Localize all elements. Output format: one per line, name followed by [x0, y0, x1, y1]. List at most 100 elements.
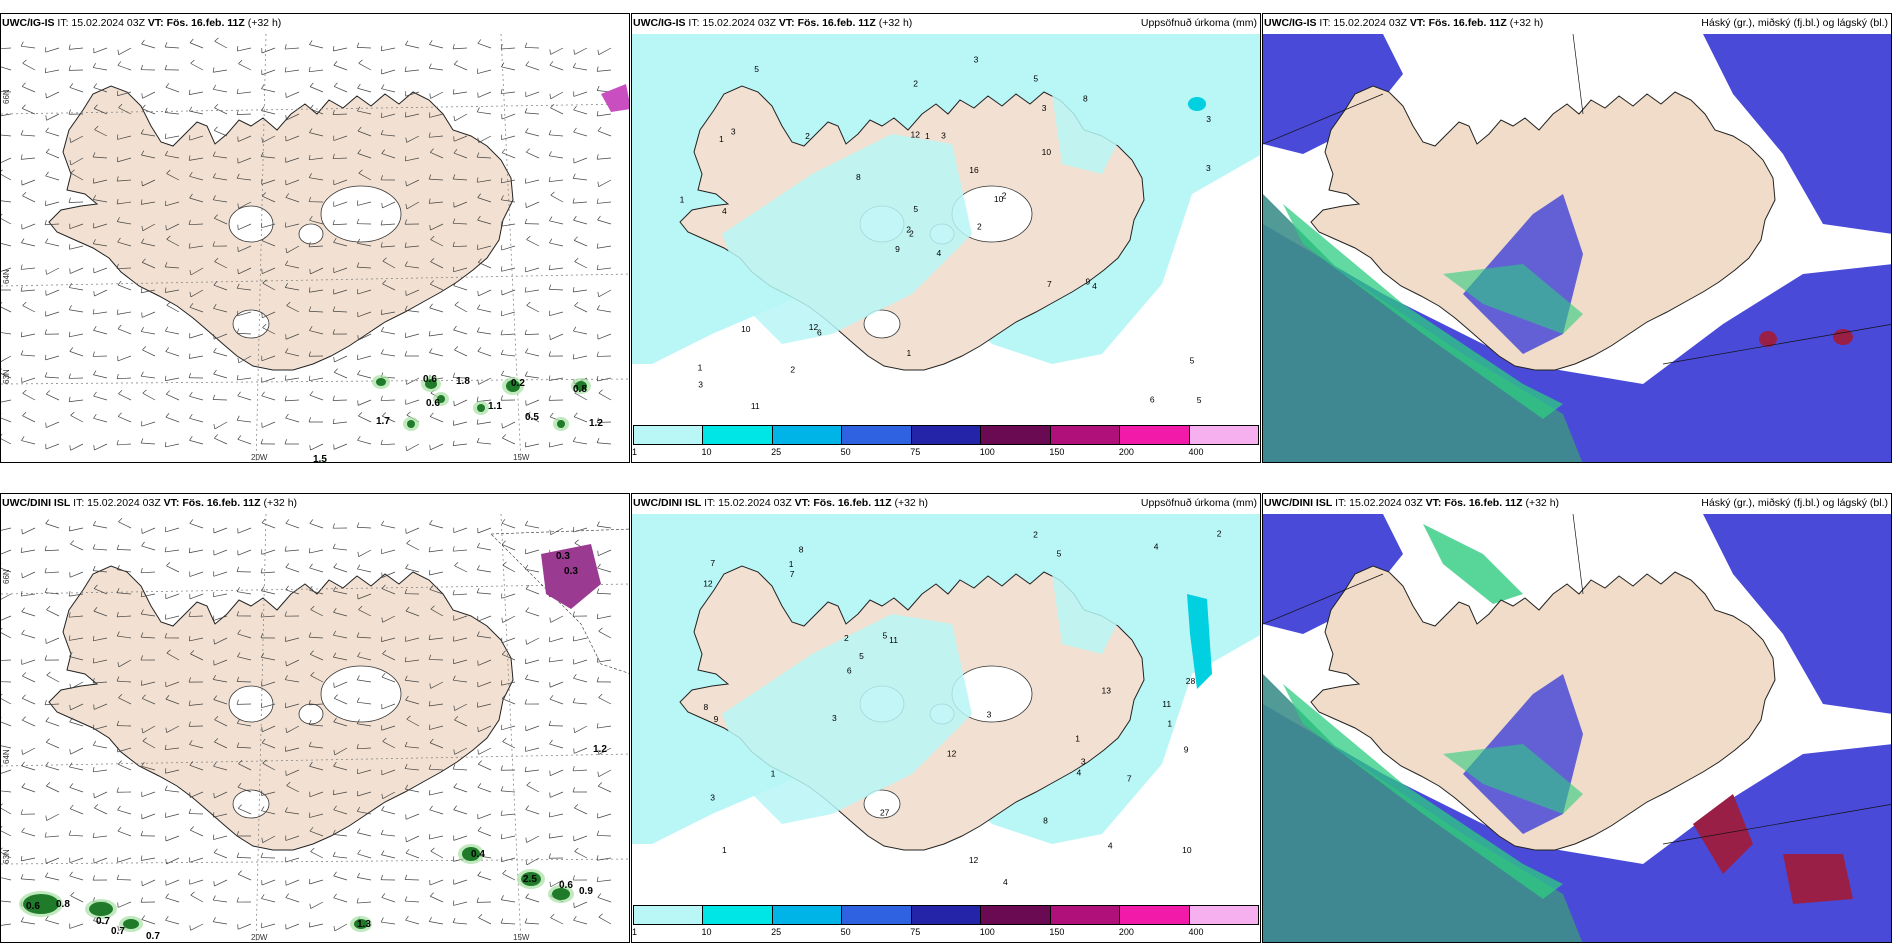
map-precip-top: 4121106533255439101112161083212432173215…: [632, 34, 1260, 424]
map-value-label: 3: [731, 127, 736, 137]
map-value-label: 4: [1076, 768, 1081, 778]
precip-shading-10mm: [1188, 97, 1206, 111]
panel-header: UWC/IG-IS IT: 15.02.2024 03Z VT: Fös. 16…: [633, 17, 912, 29]
colorbar-swatch: [634, 906, 704, 924]
map-value-label: 4: [1154, 542, 1159, 552]
colorbar-tick-label: 150: [1049, 927, 1065, 937]
thick-cloud-core: [1833, 329, 1853, 345]
low-cloud-field: [1703, 514, 1891, 714]
axis-tick-label: 63N: [2, 369, 11, 384]
colorbar: 1 10 25 50 75 100 150 200 400: [632, 905, 1259, 941]
map-value-label: 2: [805, 131, 810, 141]
map-value-label: 2: [906, 224, 911, 234]
map-value-label: 5: [754, 64, 759, 74]
colorbar-tick-label: 100: [979, 447, 995, 457]
map-value-label: 6: [817, 327, 822, 337]
map-value-label: 2: [790, 364, 795, 374]
map-value-label: 9: [1085, 277, 1090, 287]
map-value-label: 11: [889, 635, 898, 645]
low-cloud-field: [1263, 514, 1403, 634]
valid-time: Fös. 16.feb. 11Z: [182, 497, 261, 509]
colorbar-swatch: [842, 426, 912, 444]
map-value-label: 8: [799, 545, 804, 555]
colorbar-tick-label: 150: [1049, 447, 1065, 457]
map-value-label: 2.5: [523, 874, 537, 885]
high-cloud-band: [1443, 264, 1583, 334]
map-value-label: 12: [703, 578, 713, 588]
map-value-label: 0.4: [471, 849, 485, 860]
high-cloud-band: [1283, 684, 1563, 899]
model-name: UWC/IG-IS: [1264, 17, 1317, 29]
map-value-label: 16: [969, 165, 979, 175]
graticule: [1, 34, 629, 462]
panel-bottom-wind: UWC/DINI ISL IT: 15.02.2024 03Z VT: Fös.…: [0, 493, 630, 943]
colorbar-swatch: [842, 906, 912, 924]
axis-tick-label: 15W: [513, 453, 530, 462]
thick-cloud-core: [1783, 854, 1853, 904]
panel-top-wind: UWC/IG-IS IT: 15.02.2024 03Z VT: Fös. 16…: [0, 13, 630, 463]
map-wind-bottom: 0.30.31.20.42.50.60.90.6 0.80.70.7 0.71.36…: [1, 514, 629, 942]
map-value-label: 1.8: [456, 376, 470, 387]
axis-tick-label: 20W: [251, 933, 268, 942]
precip-blob-core: [437, 395, 445, 403]
colorbar-tick-label: 200: [1118, 447, 1134, 457]
panel-field-title: Háský (gr.), miðský (fj.bl.) og lágský (…: [1701, 17, 1888, 29]
valid-time: Fös. 16.feb. 11Z: [797, 17, 876, 29]
colorbar-tick-label: 400: [1188, 927, 1204, 937]
colorbar-tick-label: 10: [701, 447, 712, 457]
colorbar-tick-label: 1: [632, 447, 638, 457]
graticule: [1263, 34, 1891, 365]
high-cloud-band: [1283, 204, 1563, 419]
magenta-blob: [541, 544, 601, 609]
valid-time-label: VT:: [778, 17, 795, 29]
colorbar-swatch: [911, 426, 982, 444]
map-value-label: 0.6: [423, 374, 437, 385]
valid-time: Fös. 16.feb. 11Z: [1444, 497, 1523, 509]
low-cloud-field: [1263, 34, 1403, 154]
precip-blob-core: [462, 847, 480, 861]
map-value-label: 12: [910, 130, 920, 140]
colorbar-swatch: [981, 426, 1051, 444]
colorbar-swatch: [772, 426, 843, 444]
colorbar-tick-label: 100: [979, 927, 995, 937]
map-value-label: 5: [1057, 548, 1062, 558]
axis-tick-label: 64N: [2, 269, 11, 284]
map-value-label: 2: [1002, 191, 1007, 201]
map-clouds-top: [1263, 34, 1891, 462]
map-value-label: 1.5: [313, 454, 327, 463]
valid-time: Fös. 16.feb. 11Z: [1428, 17, 1507, 29]
precip-blob-core: [557, 420, 565, 428]
map-value-label: 2: [913, 78, 918, 88]
map-value-label: 5: [913, 204, 918, 214]
map-value-label: 4: [1108, 841, 1113, 851]
map-value-label: 0.7: [111, 926, 125, 937]
magenta-blob: [601, 84, 629, 112]
map-value-label: 5: [1197, 395, 1202, 405]
valid-time: Fös. 16.feb. 11Z: [166, 17, 245, 29]
map-value-label: 0.6: [426, 398, 440, 409]
map-value-label: 3: [1081, 757, 1086, 767]
model-name: UWC/DINI ISL: [1264, 497, 1333, 509]
panel-field-title: Uppsöfnuð úrkoma (mm): [1140, 497, 1257, 509]
panel-field-title: Uppsöfnuð úrkoma (mm): [1140, 17, 1257, 29]
map-value-label: 3: [1042, 103, 1047, 113]
colorbar-tick-label: 25: [771, 927, 782, 937]
precip-shading-10mm: [1187, 594, 1212, 689]
map-value-label: 8: [1083, 93, 1088, 103]
panel-header: UWC/DINI ISL IT: 15.02.2024 03Z VT: Fös.…: [1264, 497, 1559, 509]
map-value-label: 5: [1190, 356, 1195, 366]
map-value-label: 6: [1150, 395, 1155, 405]
wind-barbs: [1, 37, 612, 452]
colorbar-swatch: [911, 906, 982, 924]
panel-bottom-clouds: UWC/DINI ISL IT: 15.02.2024 03Z VT: Fös.…: [1262, 493, 1892, 943]
map-value-label: 8: [856, 172, 861, 182]
map-value-label: 3: [1206, 114, 1211, 124]
colorbar-swatch: [772, 906, 843, 924]
map-value-label: 12: [809, 322, 819, 332]
precip-blob-core: [89, 902, 113, 916]
glacier-outline: [320, 665, 402, 723]
panel-top-clouds: UWC/IG-IS IT: 15.02.2024 03Z VT: Fös. 16…: [1262, 13, 1892, 463]
glacier-outline: [298, 223, 324, 245]
panel-header: UWC/IG-IS IT: 15.02.2024 03Z VT: Fös. 16…: [1264, 17, 1543, 29]
axis-tick-label: 63N: [2, 849, 11, 864]
